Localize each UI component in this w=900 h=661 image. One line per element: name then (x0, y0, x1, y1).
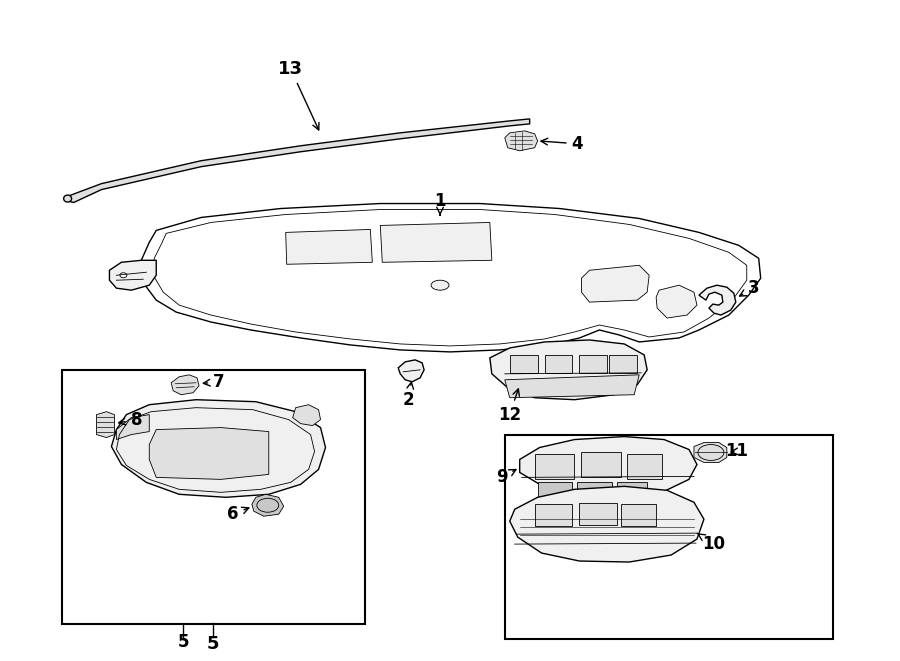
Polygon shape (252, 494, 284, 516)
Polygon shape (505, 131, 537, 151)
Bar (509, 355, 537, 373)
Bar (580, 503, 617, 525)
Ellipse shape (64, 195, 72, 202)
Bar (578, 483, 612, 500)
Bar (61, 370, 365, 624)
Polygon shape (398, 360, 424, 382)
Bar (505, 434, 833, 639)
Polygon shape (581, 265, 649, 302)
Polygon shape (694, 442, 727, 463)
Text: 3: 3 (740, 279, 760, 297)
Text: 12: 12 (499, 389, 521, 424)
Polygon shape (699, 285, 736, 315)
Text: 6: 6 (227, 505, 248, 524)
Text: 2: 2 (402, 382, 414, 408)
Polygon shape (141, 204, 760, 352)
Polygon shape (116, 414, 149, 440)
Bar (580, 355, 608, 373)
Text: 10: 10 (698, 533, 725, 553)
Polygon shape (505, 375, 639, 398)
Polygon shape (110, 260, 157, 290)
Bar (617, 483, 647, 500)
Bar (627, 455, 662, 479)
Bar (544, 355, 572, 373)
Bar (537, 483, 572, 500)
Text: 7: 7 (203, 373, 225, 391)
Ellipse shape (256, 498, 279, 512)
Ellipse shape (120, 273, 127, 278)
Polygon shape (67, 119, 530, 202)
Text: 1: 1 (435, 192, 446, 215)
Bar (535, 504, 572, 526)
Polygon shape (490, 340, 647, 400)
Text: 4: 4 (541, 135, 583, 153)
Bar (621, 504, 656, 526)
Text: 9: 9 (496, 469, 516, 486)
Bar (581, 453, 621, 477)
Polygon shape (519, 436, 697, 496)
Text: 13: 13 (278, 60, 319, 130)
Polygon shape (149, 428, 269, 479)
Bar (609, 355, 637, 373)
Text: 11: 11 (725, 442, 748, 461)
Polygon shape (292, 405, 320, 426)
Polygon shape (171, 375, 199, 395)
Bar (535, 455, 574, 479)
Polygon shape (112, 400, 326, 497)
Text: 8: 8 (119, 410, 142, 428)
Ellipse shape (431, 280, 449, 290)
Text: 5: 5 (207, 635, 220, 652)
Polygon shape (656, 285, 697, 318)
Ellipse shape (698, 444, 724, 461)
Polygon shape (96, 412, 114, 438)
Polygon shape (381, 223, 491, 262)
Polygon shape (285, 229, 373, 264)
Polygon shape (509, 486, 704, 562)
Text: 5: 5 (177, 633, 189, 650)
